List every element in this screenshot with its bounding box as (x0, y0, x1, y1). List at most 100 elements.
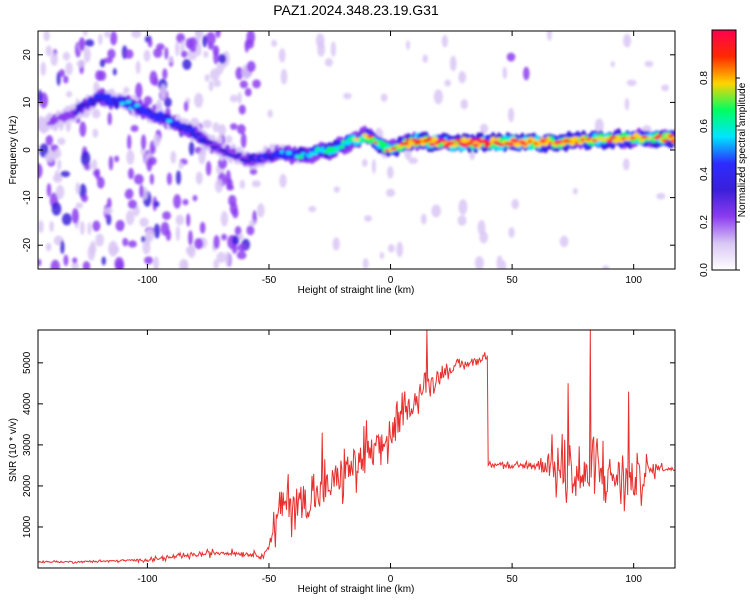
colorbar-ticks: 0.0 0.2 0.4 0.6 0.8 (699, 29, 740, 277)
spectrogram-cell (228, 194, 237, 207)
spectrogram-cell (213, 49, 219, 65)
spectrogram-cell (175, 170, 182, 185)
spectrogram-cell (195, 132, 202, 136)
colorbar-frame (711, 29, 737, 271)
spectrogram-cell (594, 118, 604, 134)
spectrogram-cell (205, 31, 216, 46)
spectrogram-cell (379, 251, 385, 260)
spectrogram-cell (103, 31, 111, 38)
spectrogram-cell (408, 157, 418, 165)
spectrogram-cell (428, 142, 436, 147)
spectrogram-cell (656, 192, 666, 200)
colorbar-tick-label: 0.8 (699, 71, 710, 85)
figure-title: PAZ1.2024.348.23.19.G31 (273, 2, 439, 18)
spectrogram-cell (131, 31, 142, 39)
spectrogram-cell (477, 220, 486, 236)
spectrogram-cell (101, 98, 109, 102)
spectrogram-cell (344, 141, 351, 146)
spectrogram-background (38, 31, 675, 269)
spectrogram-cell (225, 135, 233, 144)
spectrogram-cell (52, 119, 59, 124)
spectrogram-cell (95, 233, 104, 247)
spectrogram-cell (45, 135, 54, 146)
spectrogram-cell (371, 158, 377, 174)
y-tick-label: 4000 (22, 392, 33, 415)
spectrogram-cell (237, 124, 246, 135)
spectrogram-cell (181, 50, 188, 58)
spectrogram-cell (221, 233, 227, 241)
spectrogram-cell (232, 235, 240, 245)
spectrogram-cell (638, 138, 646, 142)
spectrogram-cell (215, 31, 221, 38)
spectrogram-cell (63, 75, 69, 84)
spectrogram-cell (364, 215, 373, 222)
spectrogram-cell (104, 95, 112, 100)
spectrogram-cell (192, 194, 198, 202)
spectrogram-cell (153, 201, 160, 208)
spectrogram-cell (80, 151, 91, 167)
spectrogram-cell (213, 235, 220, 250)
spectrogram-cell (54, 148, 62, 159)
colorbar-tick-label: 0.6 (699, 119, 710, 133)
spectrogram-cell (244, 87, 252, 97)
spectrogram-cell (75, 202, 84, 209)
spectrogram-cell (602, 265, 610, 269)
spectrogram-cell (285, 151, 293, 155)
spectrogram-cell (469, 151, 475, 160)
spectrogram-cell (124, 49, 134, 59)
spectrogram-cell (218, 53, 227, 64)
spectrogram-cell (214, 178, 223, 193)
spectrogram-cell (122, 237, 129, 247)
spectrogram-cell (402, 142, 409, 146)
spectrogram-cell (641, 135, 649, 139)
spectrogram-cell (251, 180, 261, 188)
spectrogram-cell (420, 213, 427, 225)
spectrogram-cell (234, 225, 242, 236)
spectrogram-cell (40, 61, 47, 76)
spectrogram-cell (186, 213, 191, 227)
spectrogram-cell (288, 155, 296, 160)
spectrogram-cell (170, 150, 177, 164)
spectrogram-cell (259, 153, 266, 158)
spectrogram-cell (75, 182, 81, 195)
spectrogram-cell (213, 79, 221, 88)
spectrogram-cell (57, 159, 62, 171)
spectrogram-cell (110, 31, 118, 46)
spectrogram-cell (387, 244, 395, 253)
snr-panel: -100 -50 0 50 100 1000 2000 3000 4000 5000 Heigh… (8, 329, 676, 595)
spectrogram-cell (454, 138, 462, 143)
spectrogram-cell (66, 114, 74, 119)
spectrogram-cell (249, 219, 256, 227)
spectrogram-cell (142, 240, 151, 255)
spectrogram-cell (323, 149, 331, 154)
spectrogram-cell (469, 138, 476, 143)
spectrogram-cell (52, 174, 63, 183)
spectrogram-cell (571, 136, 579, 140)
spectrogram-cell (162, 68, 168, 80)
spectrogram-cell (61, 231, 69, 238)
spectrogram-cell (606, 139, 614, 143)
spectrogram-cell (97, 176, 105, 189)
x-tick-label: 100 (625, 574, 642, 585)
spectrogram-cell (38, 163, 43, 179)
spectrogram-cell (511, 198, 520, 210)
spectrogram-cell (156, 43, 165, 51)
spectrogram-cell (237, 243, 247, 252)
spectrogram-cell (496, 255, 503, 269)
spectrogram-cell (78, 104, 85, 108)
spectrogram-x-axis-label: Height of straight line (km) (298, 285, 415, 296)
spectrogram-cell (38, 220, 44, 234)
spectrogram-cell (507, 107, 515, 123)
spectrogram-cell (610, 61, 615, 68)
spectrogram-cell (82, 261, 91, 269)
spectrogram-cell (405, 40, 411, 50)
spectrogram-cell (507, 142, 514, 146)
spectrogram-cell (118, 113, 127, 130)
spectrogram-cell (381, 143, 389, 147)
spectrogram-cell (189, 127, 196, 132)
spectrogram-cell (204, 74, 210, 82)
x-tick-label: 0 (388, 275, 394, 286)
x-tick-label: 100 (625, 275, 642, 286)
spectrogram-cell (623, 33, 632, 48)
spectrogram-cell (127, 199, 138, 210)
